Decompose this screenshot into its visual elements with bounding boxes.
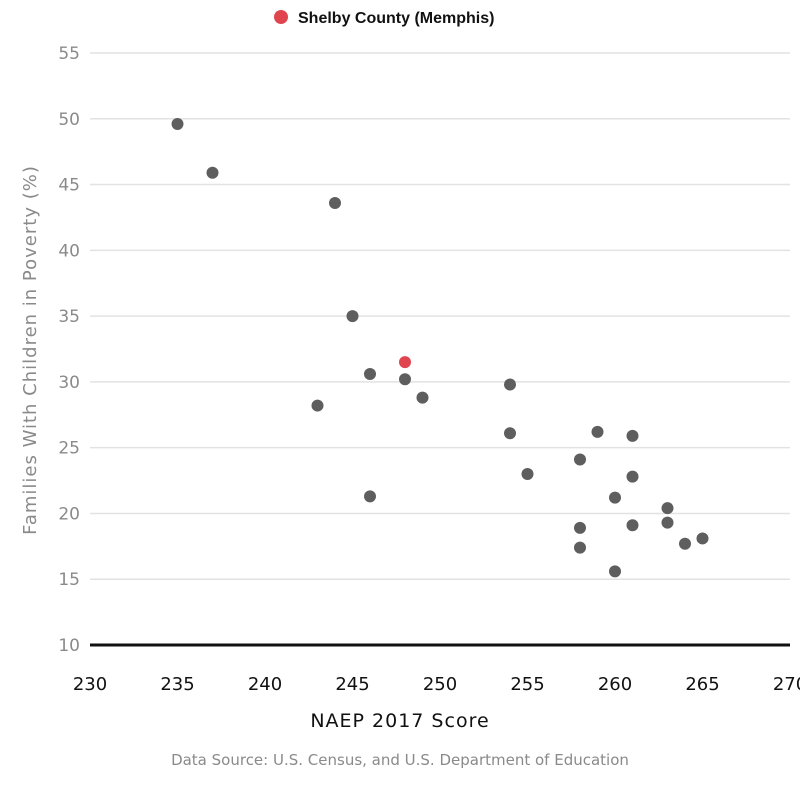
y-tick-55: 55 xyxy=(58,44,80,64)
x-tick-260: 260 xyxy=(598,674,632,695)
data-point-20 xyxy=(626,470,639,483)
data-point-10 xyxy=(504,378,516,391)
x-tick-230: 230 xyxy=(73,674,107,695)
legend-label: Shelby County (Memphis) xyxy=(298,10,494,27)
y-tick-35: 35 xyxy=(58,307,80,327)
x-tick-240: 240 xyxy=(248,674,282,695)
x-tick-270: 270 xyxy=(773,674,800,695)
data-point-13 xyxy=(574,453,586,466)
gridlines xyxy=(90,52,790,647)
data-point-7 xyxy=(364,490,376,503)
data-point-14 xyxy=(574,521,586,534)
data-point-8 xyxy=(399,373,411,386)
y-tick-40: 40 xyxy=(58,241,80,261)
data-point-25 xyxy=(696,532,709,545)
data-point-1 xyxy=(171,118,184,131)
x-tick-245: 245 xyxy=(335,674,369,695)
data-point-5 xyxy=(346,310,359,323)
data-point-shelby-county xyxy=(399,356,411,369)
y-tick-25: 25 xyxy=(58,439,80,459)
x-tick-255: 255 xyxy=(510,674,544,695)
x-axis-label: NAEP 2017 Score xyxy=(310,710,489,732)
x-tick-250: 250 xyxy=(423,674,457,695)
data-point-4 xyxy=(329,196,341,209)
y-tick-45: 45 xyxy=(58,176,80,196)
y-tick-10: 10 xyxy=(58,636,80,656)
legend: Shelby County (Memphis) xyxy=(274,10,494,27)
data-point-24 xyxy=(679,537,691,550)
data-point-15 xyxy=(574,541,586,554)
x-tick-235: 235 xyxy=(160,674,194,695)
y-tick-15: 15 xyxy=(58,570,80,590)
data-point-11 xyxy=(504,427,516,440)
data-point-21 xyxy=(626,519,639,532)
data-point-6 xyxy=(364,367,376,380)
data-point-19 xyxy=(626,429,639,442)
y-tick-30: 30 xyxy=(58,373,80,393)
legend-marker-shelby xyxy=(274,10,288,24)
data-point-12 xyxy=(521,467,534,480)
data-point-17 xyxy=(609,491,621,504)
data-point-23 xyxy=(661,516,674,529)
x-tick-265: 265 xyxy=(685,674,719,695)
data-point-16 xyxy=(591,425,604,438)
y-tick-20: 20 xyxy=(58,504,80,524)
data-point-22 xyxy=(661,502,674,515)
data-point-9 xyxy=(416,391,429,404)
data-point-18 xyxy=(609,565,621,578)
data-points xyxy=(171,118,709,578)
data-point-3 xyxy=(311,399,324,412)
y-axis-label: Families With Children in Poverty (%) xyxy=(20,165,41,535)
data-source-note: Data Source: U.S. Census, and U.S. Depar… xyxy=(171,751,629,769)
data-point-2 xyxy=(206,166,219,179)
y-tick-50: 50 xyxy=(58,110,80,130)
y-tick-labels: 10 15 20 25 30 35 40 45 50 55 xyxy=(58,44,80,656)
x-tick-labels: 230 235 240 245 250 255 260 265 270 xyxy=(73,674,800,695)
